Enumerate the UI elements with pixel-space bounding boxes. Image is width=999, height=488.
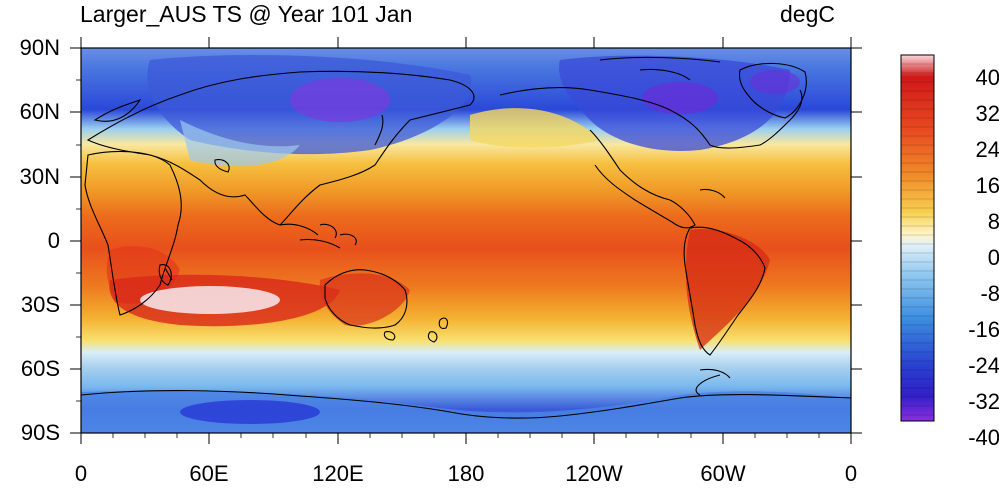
lon-label-0: 0 [74,461,88,486]
lat-label-90n: 90N [19,35,60,60]
lon-label-60e: 60E [189,461,229,486]
colorbar-gradient [900,54,935,422]
colorbar [900,54,935,422]
lat-label-eq: 0 [47,228,60,253]
colorbar-label-m32: -32 [968,389,999,414]
colorbar-label-m8: -8 [980,281,999,306]
lat-label-60s: 60S [20,356,60,381]
temperature-field [81,48,851,433]
colorbar-label-0: 0 [987,245,999,270]
lon-label-180: 180 [447,461,485,486]
lat-ticks [70,47,862,434]
lat-label-30n: 30N [19,164,60,189]
colorbar-label-m24: -24 [968,353,999,378]
lat-label-90s: 90S [20,420,60,445]
units-label: degC [780,1,835,27]
minor-ticks [76,79,820,438]
colorbar-label-m16: -16 [968,317,999,342]
coastlines [81,56,851,419]
plot-title: Larger_AUS TS @ Year 101 Jan [80,1,413,27]
colorbar-label-24: 24 [975,137,999,162]
colorbar-level-lines [901,63,934,416]
lon-label-60w: 60W [700,461,746,486]
colorbar-label-16: 16 [975,173,999,198]
lon-ticks [80,37,852,444]
colorbar-label-8: 8 [987,209,999,234]
lon-label-0-end: 0 [844,461,858,486]
lat-label-60n: 60N [19,99,60,124]
colorbar-label-32: 32 [975,101,999,126]
lon-label-120w: 120W [565,461,623,486]
colorbar-label-40: 40 [975,65,999,90]
lat-label-30s: 30S [20,292,60,317]
colorbar-label-m40: -40 [968,425,999,450]
lon-label-120e: 120E [312,461,364,486]
